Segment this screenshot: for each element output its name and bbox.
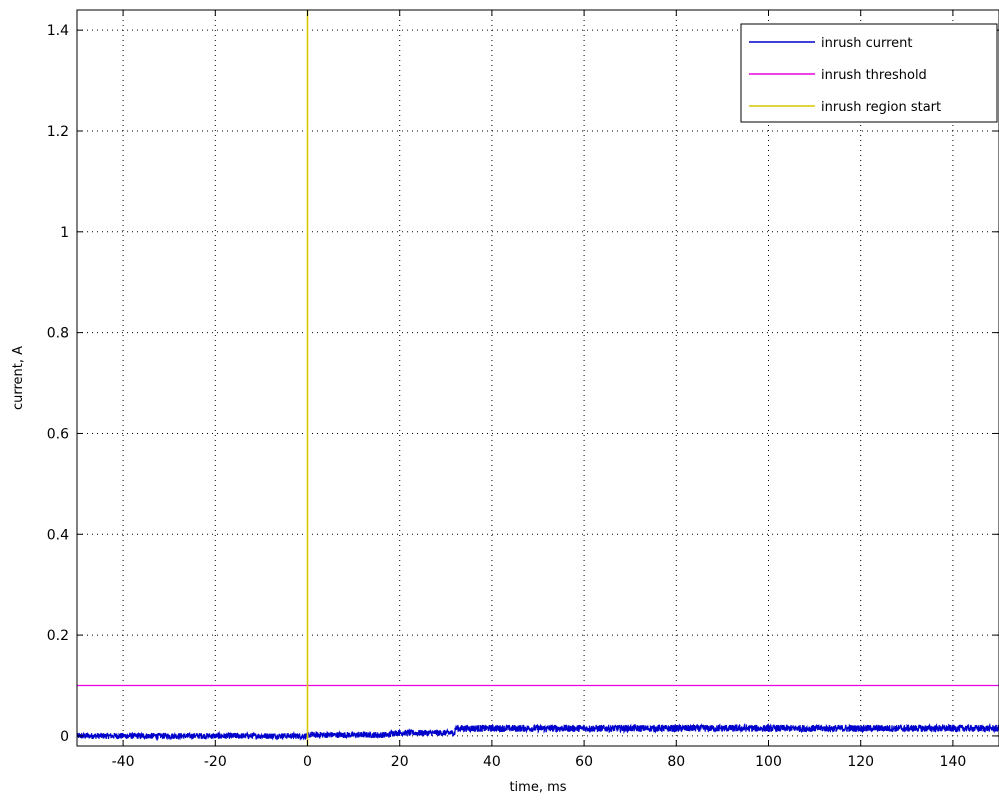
x-tick-label: 60 bbox=[575, 754, 593, 770]
x-tick-label: 40 bbox=[483, 754, 501, 770]
y-tick-label: 0.6 bbox=[47, 426, 69, 442]
tick-labels: -40 -20 0 20 40 60 80 100 120 140 0 0.2 0.4 0.6 0.8 1 1.… bbox=[47, 23, 967, 770]
x-tick-label: 100 bbox=[755, 754, 782, 770]
axes-frame bbox=[76, 9, 999, 747]
x-tick-label: 20 bbox=[391, 754, 409, 770]
y-tick-label: 1.2 bbox=[47, 124, 69, 140]
y-tick-label: 1 bbox=[60, 225, 69, 241]
x-tick-label: -40 bbox=[112, 754, 135, 770]
grid-lines bbox=[77, 10, 999, 746]
y-tick-label: 0.2 bbox=[47, 628, 69, 644]
axes bbox=[76, 9, 999, 747]
legend-label: inrush current bbox=[821, 36, 912, 51]
y-tick-label: 0.4 bbox=[47, 527, 69, 543]
x-tick-label: 120 bbox=[847, 754, 874, 770]
x-tick-label: -20 bbox=[204, 754, 227, 770]
legend-label: inrush region start bbox=[821, 100, 941, 115]
x-tick-label: 0 bbox=[303, 754, 312, 770]
y-tick-label: 1.4 bbox=[47, 23, 69, 39]
y-tick-label: 0.8 bbox=[47, 326, 69, 342]
x-axis-label: time, ms bbox=[509, 780, 566, 795]
series-layer bbox=[76, 10, 999, 746]
y-tick-label: 0 bbox=[60, 729, 69, 745]
legend-label: inrush threshold bbox=[821, 68, 927, 83]
x-tick-label: 80 bbox=[667, 754, 685, 770]
x-tick-label: 140 bbox=[940, 754, 967, 770]
y-axis-label: current, A bbox=[11, 346, 26, 410]
legend: inrush current inrush threshold inrush reg… bbox=[740, 23, 998, 123]
series-line-inrush-current bbox=[76, 722, 999, 742]
